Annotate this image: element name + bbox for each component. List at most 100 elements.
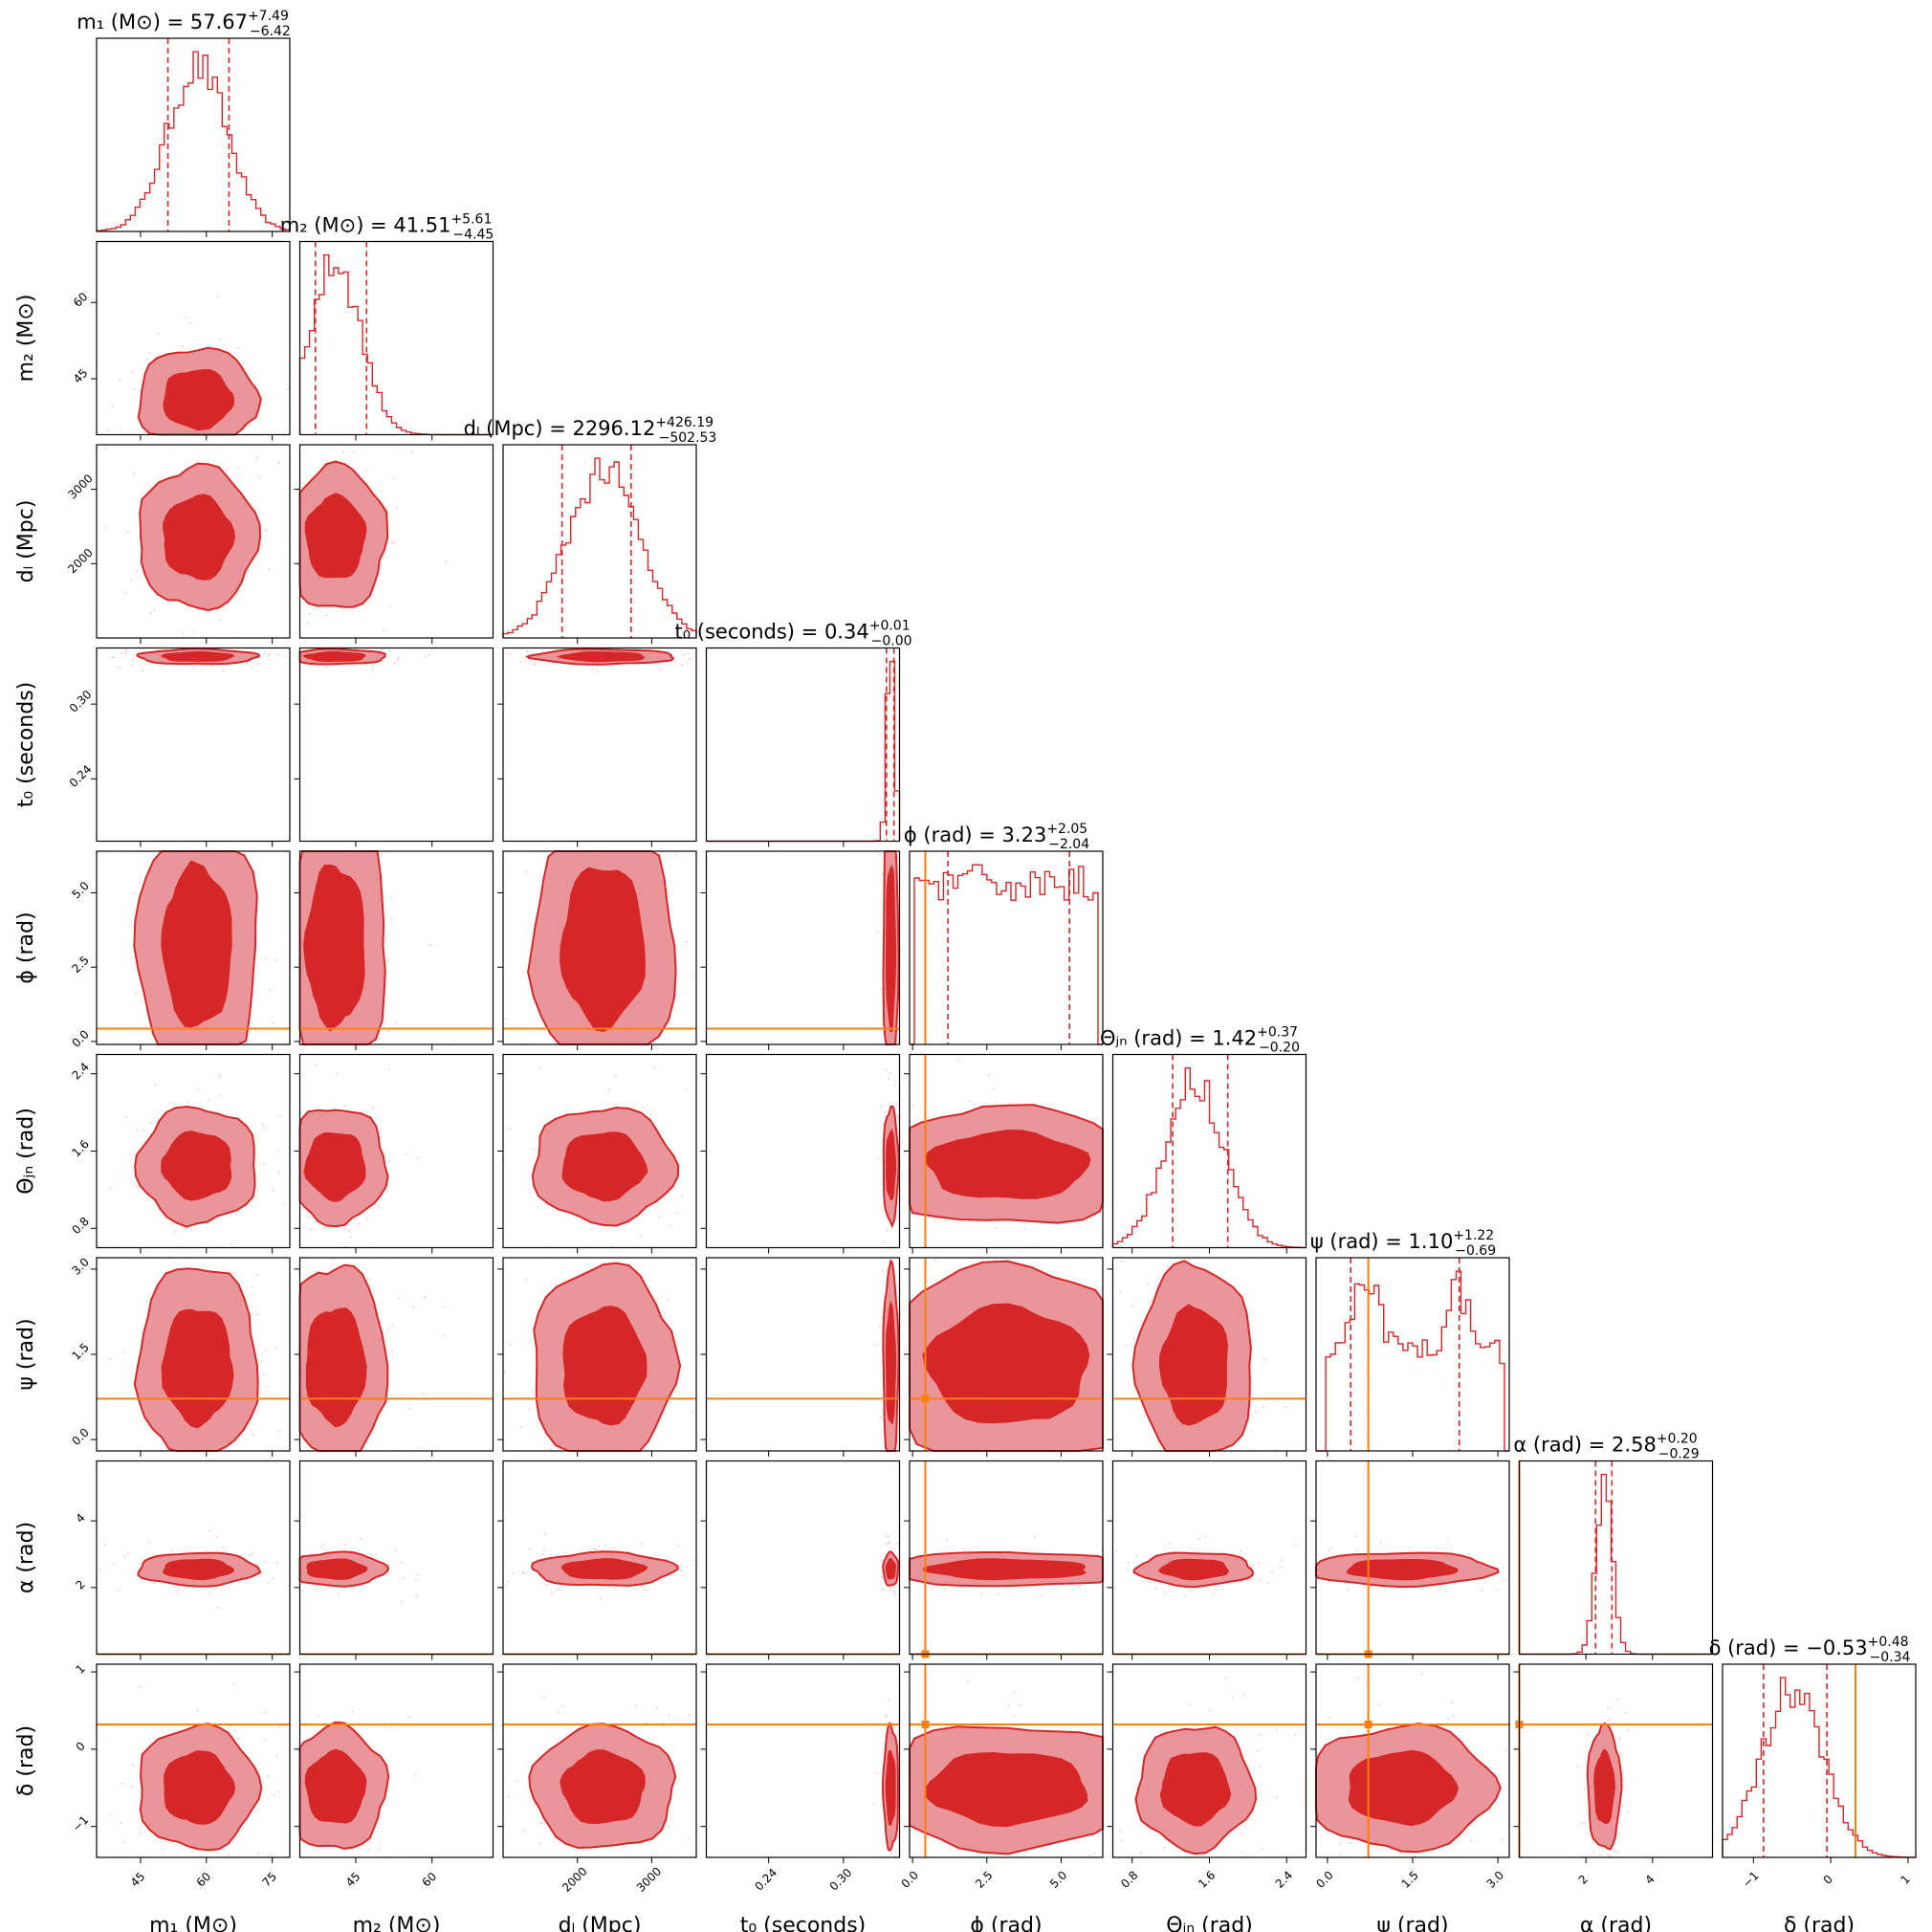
sample-point (395, 1021, 398, 1023)
sample-point (185, 1227, 187, 1230)
sample-point (505, 1584, 508, 1586)
panel-alpha-hist: α (rad) = 2.58+0.20 −0.29 (1513, 1432, 1714, 1660)
sample-point (884, 1240, 887, 1243)
sample-point (512, 1571, 515, 1574)
sample-point (182, 344, 184, 347)
contour-inner (1158, 1304, 1229, 1426)
panel-frame (1315, 1257, 1510, 1452)
truth-marker (921, 1721, 930, 1729)
title-delta: δ (rad) = −0.53+0.48 −0.34 (1709, 1635, 1911, 1665)
sample-point (1620, 1753, 1623, 1756)
sample-point (893, 1727, 896, 1730)
panel-theta_jn-vs-psi (1107, 1257, 1307, 1457)
sample-point (391, 477, 394, 479)
sample-point (1146, 1283, 1149, 1284)
x-tick-label: 45 (128, 1870, 148, 1890)
sample-point (274, 1794, 275, 1796)
x-axis-label-alpha: α (rad) (1580, 1914, 1652, 1932)
sample-point (886, 1714, 889, 1717)
title-theta_jn: Θⱼₙ (rad) = 1.42+0.37 −0.20 (1100, 1025, 1300, 1056)
sample-point (147, 1542, 150, 1545)
sample-point (343, 1105, 346, 1107)
sample-point (136, 1129, 139, 1131)
sample-point (284, 655, 286, 657)
sample-point (417, 1446, 420, 1449)
sample-point (541, 1822, 544, 1824)
sample-point (412, 1306, 415, 1308)
sample-point (103, 1544, 106, 1546)
sample-point (1622, 1779, 1624, 1781)
sample-point (204, 1549, 207, 1552)
panel-dL-vs-delta: 2000 3000 (497, 1663, 697, 1895)
sample-point (186, 317, 187, 319)
sample-point (308, 1217, 311, 1218)
sample-point (678, 1545, 681, 1548)
contour-inner (561, 1131, 648, 1202)
y-tick-label: 2 (74, 1577, 88, 1592)
sample-point (1496, 1589, 1499, 1592)
panel-frame (1518, 1460, 1714, 1656)
sample-point (1134, 1555, 1137, 1558)
sample-point (885, 1534, 887, 1537)
title-alpha: α (rad) = 2.58+0.20 −0.29 (1513, 1432, 1699, 1462)
sample-point (604, 1545, 607, 1547)
x-tick-label: 4 (1642, 1873, 1657, 1887)
contour-inner (560, 1749, 646, 1825)
sample-point (1355, 1535, 1358, 1537)
sample-point (1380, 1542, 1383, 1545)
sample-point (366, 1218, 368, 1220)
sample-point (287, 1585, 290, 1588)
sample-point (1584, 1788, 1586, 1790)
panel-frame (96, 647, 291, 843)
sample-point (1295, 1543, 1297, 1546)
sample-point (237, 467, 240, 469)
sample-point (1034, 1535, 1037, 1538)
panel-m1-vs-alpha: 24 (74, 1460, 291, 1660)
sample-point (173, 1103, 176, 1105)
sample-point (538, 1067, 541, 1069)
sample-point (264, 1561, 266, 1563)
sample-point (227, 1729, 230, 1732)
sample-point (879, 1416, 882, 1418)
sample-point (895, 1113, 898, 1116)
sample-point (1414, 1855, 1416, 1857)
sample-point (525, 871, 527, 873)
sample-point (192, 667, 195, 669)
sample-point (614, 1075, 617, 1078)
sample-point (1252, 1565, 1254, 1567)
sample-point (688, 1836, 690, 1839)
sample-point (1115, 1549, 1117, 1552)
y-tick-label: 3000 (65, 472, 95, 501)
panel-m1-hist: m₁ (M⊙) = 57.67+7.49 −6.42 (77, 9, 291, 237)
y-tick-label: 1 (74, 1662, 88, 1677)
sample-point (175, 1591, 178, 1593)
sample-point (1088, 1855, 1091, 1856)
sample-point (369, 1553, 372, 1556)
sample-point (1328, 1717, 1331, 1720)
sample-point (246, 662, 248, 665)
sample-point (1189, 1590, 1192, 1592)
sample-point (886, 1229, 889, 1232)
contour-inner (302, 865, 365, 1032)
sample-point (1294, 1734, 1297, 1736)
sample-point (1040, 1593, 1043, 1596)
y-tick-label: 0.0 (69, 1426, 91, 1448)
sample-point (269, 653, 271, 656)
panel-frame (502, 850, 697, 1045)
sample-point (1579, 1822, 1582, 1825)
panel-phi-vs-delta: 0.0 2.5 5.0 (899, 1663, 1104, 1891)
histogram-m2 (298, 253, 494, 436)
histogram-t0 (706, 660, 901, 843)
sample-point (1357, 1677, 1360, 1680)
sample-point (1196, 1550, 1198, 1553)
panel-theta_jn-vs-alpha (1107, 1460, 1307, 1660)
sample-point (980, 1592, 983, 1595)
sample-point (1330, 1547, 1332, 1549)
sample-point (315, 1587, 318, 1590)
sample-point (881, 1589, 884, 1592)
sample-point (1188, 1703, 1191, 1706)
sample-point (407, 1716, 409, 1719)
panel-t0-hist: t₀ (seconds) = 0.34+0.01 −0.00 (674, 619, 912, 847)
sample-point (252, 1552, 253, 1555)
sample-point (247, 569, 250, 572)
